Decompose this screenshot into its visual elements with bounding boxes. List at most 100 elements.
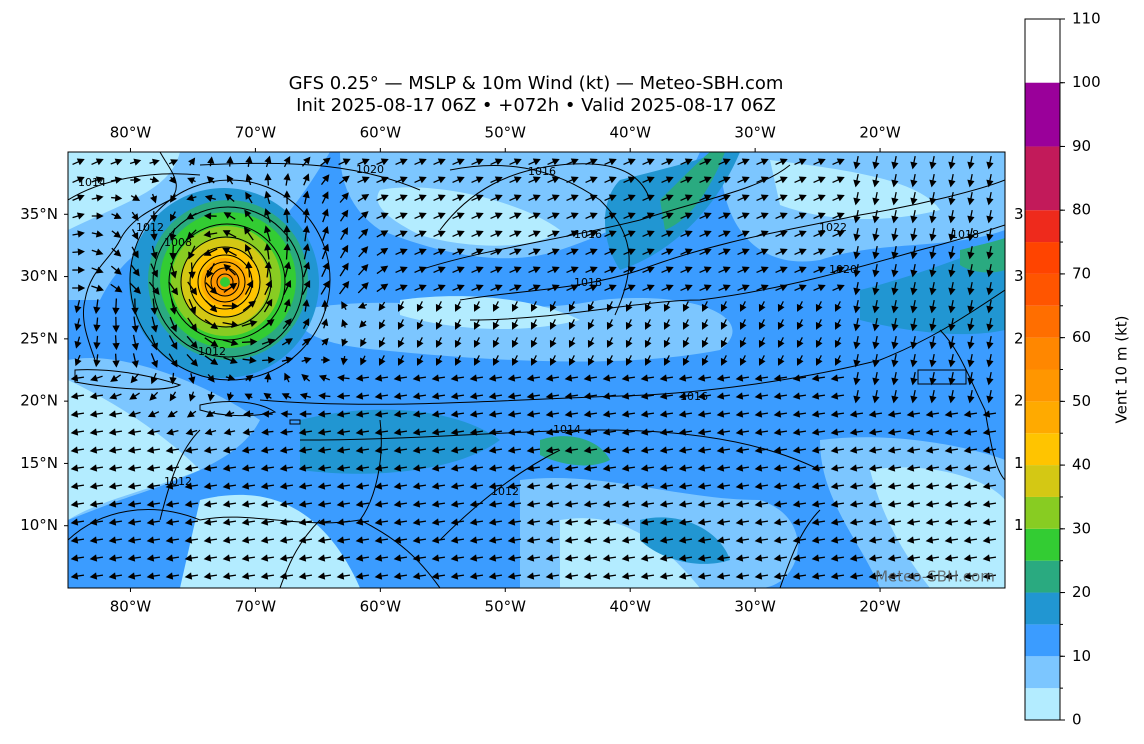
wind-arrow [868, 536, 883, 544]
wind-arrow [737, 248, 750, 256]
wind-arrow [318, 392, 331, 400]
wind-arrow [170, 194, 177, 203]
wind-arrow [490, 212, 503, 220]
wind-arrow [184, 536, 199, 544]
wind-arrow [682, 301, 690, 312]
wind-arrow [602, 464, 617, 472]
wind-arrow [853, 155, 861, 170]
wind-arrow [872, 299, 880, 314]
wind-arrow [169, 391, 177, 402]
wind-arrow [471, 284, 484, 292]
wind-arrow [490, 266, 503, 274]
wind-arrow [509, 248, 522, 256]
wind-arrow [412, 464, 427, 472]
wind-arrow [775, 158, 788, 166]
wind-arrow [604, 248, 617, 256]
wind-arrow [357, 176, 370, 184]
wind-arrow [149, 158, 160, 166]
wind-arrow [583, 446, 598, 454]
wind-arrow [815, 337, 823, 348]
wind-arrow [754, 536, 769, 544]
wind-arrow [754, 392, 769, 400]
wind-arrow [583, 518, 598, 526]
wind-arrow [298, 446, 313, 454]
wind-arrow [450, 500, 465, 508]
wind-arrow [74, 300, 82, 314]
wind-arrow [640, 428, 655, 436]
wind-arrow [108, 500, 123, 508]
wind-arrow [701, 319, 709, 330]
wind-arrow [203, 212, 217, 220]
wind-arrow [891, 299, 899, 314]
wind-arrow [585, 158, 598, 166]
wind-arrow [70, 464, 85, 472]
wind-arrow [583, 482, 598, 490]
wind-arrow [564, 392, 579, 400]
wind-arrow [108, 428, 123, 436]
wind-arrow [566, 158, 579, 166]
wind-arrow [566, 230, 579, 238]
wind-arrow [431, 446, 446, 454]
wind-arrow [906, 482, 921, 490]
wind-arrow [376, 265, 389, 275]
wind-arrow [775, 176, 788, 184]
lat-label-clipped: 2 [1014, 392, 1024, 410]
wind-arrow [623, 176, 636, 184]
wind-arrow [473, 355, 481, 366]
wind-arrow [184, 482, 199, 490]
wind-arrow [625, 301, 633, 312]
wind-arrow [739, 319, 747, 330]
lon-label: 80°W [110, 598, 152, 616]
wind-arrow [811, 392, 826, 400]
wind-arrow [887, 428, 902, 436]
wind-arrow [773, 500, 788, 508]
wind-arrow [868, 518, 883, 526]
wind-arrow [604, 212, 617, 220]
wind-arrow [355, 392, 370, 400]
wind-arrow [891, 353, 899, 368]
wind-arrow [602, 482, 617, 490]
wind-arrow [91, 284, 104, 292]
wind-arrow [967, 353, 975, 368]
wind-arrow [811, 554, 826, 562]
wind-arrow [395, 212, 408, 220]
wind-arrow [168, 353, 178, 368]
wind-arrow [661, 176, 674, 184]
wind-arrow [281, 338, 293, 346]
wind-arrow [374, 572, 389, 580]
wind-arrow [111, 247, 122, 257]
wind-arrow [967, 335, 975, 350]
wind-arrow [264, 243, 272, 260]
wind-arrow [416, 301, 424, 312]
wind-arrow [815, 355, 823, 366]
wind-arrow [298, 518, 313, 526]
wind-arrow [150, 263, 158, 278]
wind-arrow [509, 176, 522, 184]
wind-arrow [853, 209, 861, 224]
coastlines [68, 152, 1005, 588]
wind-arrow [564, 464, 579, 472]
wind-arrow [359, 320, 367, 328]
wind-arrow [414, 230, 427, 238]
wind-arrow [261, 428, 274, 436]
wind-arrow [986, 209, 994, 224]
wind-arrow [320, 280, 330, 295]
wind-arrow [661, 266, 674, 274]
wind-arrow [223, 263, 236, 276]
wind-arrow [357, 158, 370, 166]
wind-arrow [72, 212, 85, 220]
wind-arrow [338, 158, 351, 166]
wind-arrow [492, 301, 500, 312]
wind-arrow [566, 212, 579, 220]
wind-arrow [378, 355, 386, 366]
wind-arrow [967, 317, 975, 332]
wind-arrow [184, 446, 199, 454]
wind-arrow [222, 482, 237, 490]
wind-arrow [777, 319, 785, 330]
wind-arrow [283, 279, 292, 296]
wind-arrow [507, 500, 522, 508]
wind-arrow [925, 500, 940, 508]
wind-arrow [737, 158, 750, 166]
wind-arrow [150, 298, 158, 315]
wind-arrow [263, 225, 272, 242]
